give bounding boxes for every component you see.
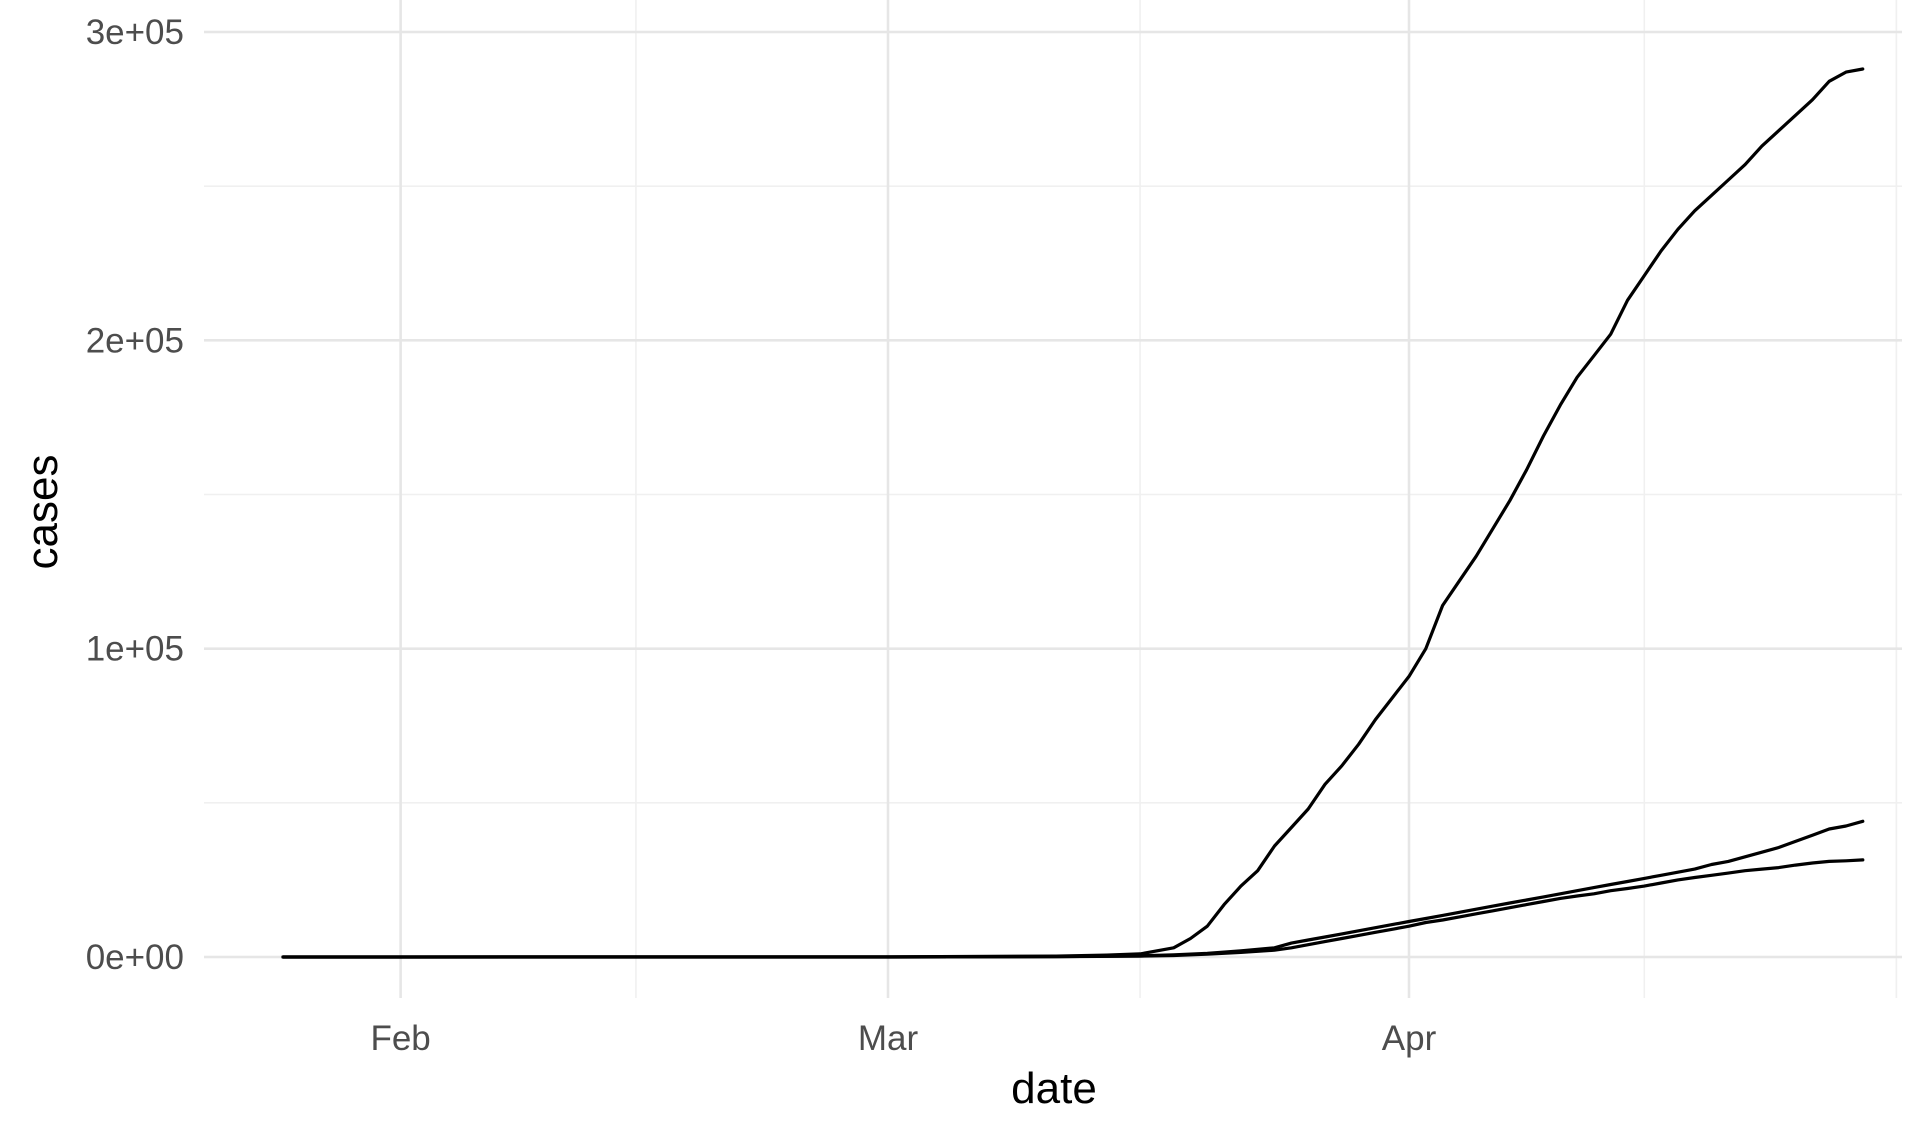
y-tick-labels: 0e+00 1e+05 2e+05 3e+05 bbox=[86, 13, 184, 977]
series-lines bbox=[281, 67, 1865, 959]
series-line-2 bbox=[281, 858, 1865, 959]
x-axis-title: date bbox=[1011, 1064, 1097, 1113]
minor-gridlines bbox=[204, 0, 1902, 998]
x-tick-label-2: Apr bbox=[1382, 1019, 1437, 1058]
series-line-0 bbox=[281, 67, 1865, 959]
x-tick-label-1: Mar bbox=[858, 1019, 919, 1058]
y-axis-title: cases bbox=[18, 455, 67, 570]
y-tick-label-2: 2e+05 bbox=[86, 321, 184, 360]
y-tick-label-0: 0e+00 bbox=[86, 938, 184, 977]
series-line-1 bbox=[281, 819, 1865, 959]
major-gridlines bbox=[204, 0, 1902, 998]
y-tick-label-3: 3e+05 bbox=[86, 13, 184, 52]
y-tick-label-1: 1e+05 bbox=[86, 630, 184, 669]
x-tick-labels: Feb Mar Apr bbox=[370, 1019, 1436, 1058]
x-tick-label-0: Feb bbox=[370, 1019, 430, 1058]
